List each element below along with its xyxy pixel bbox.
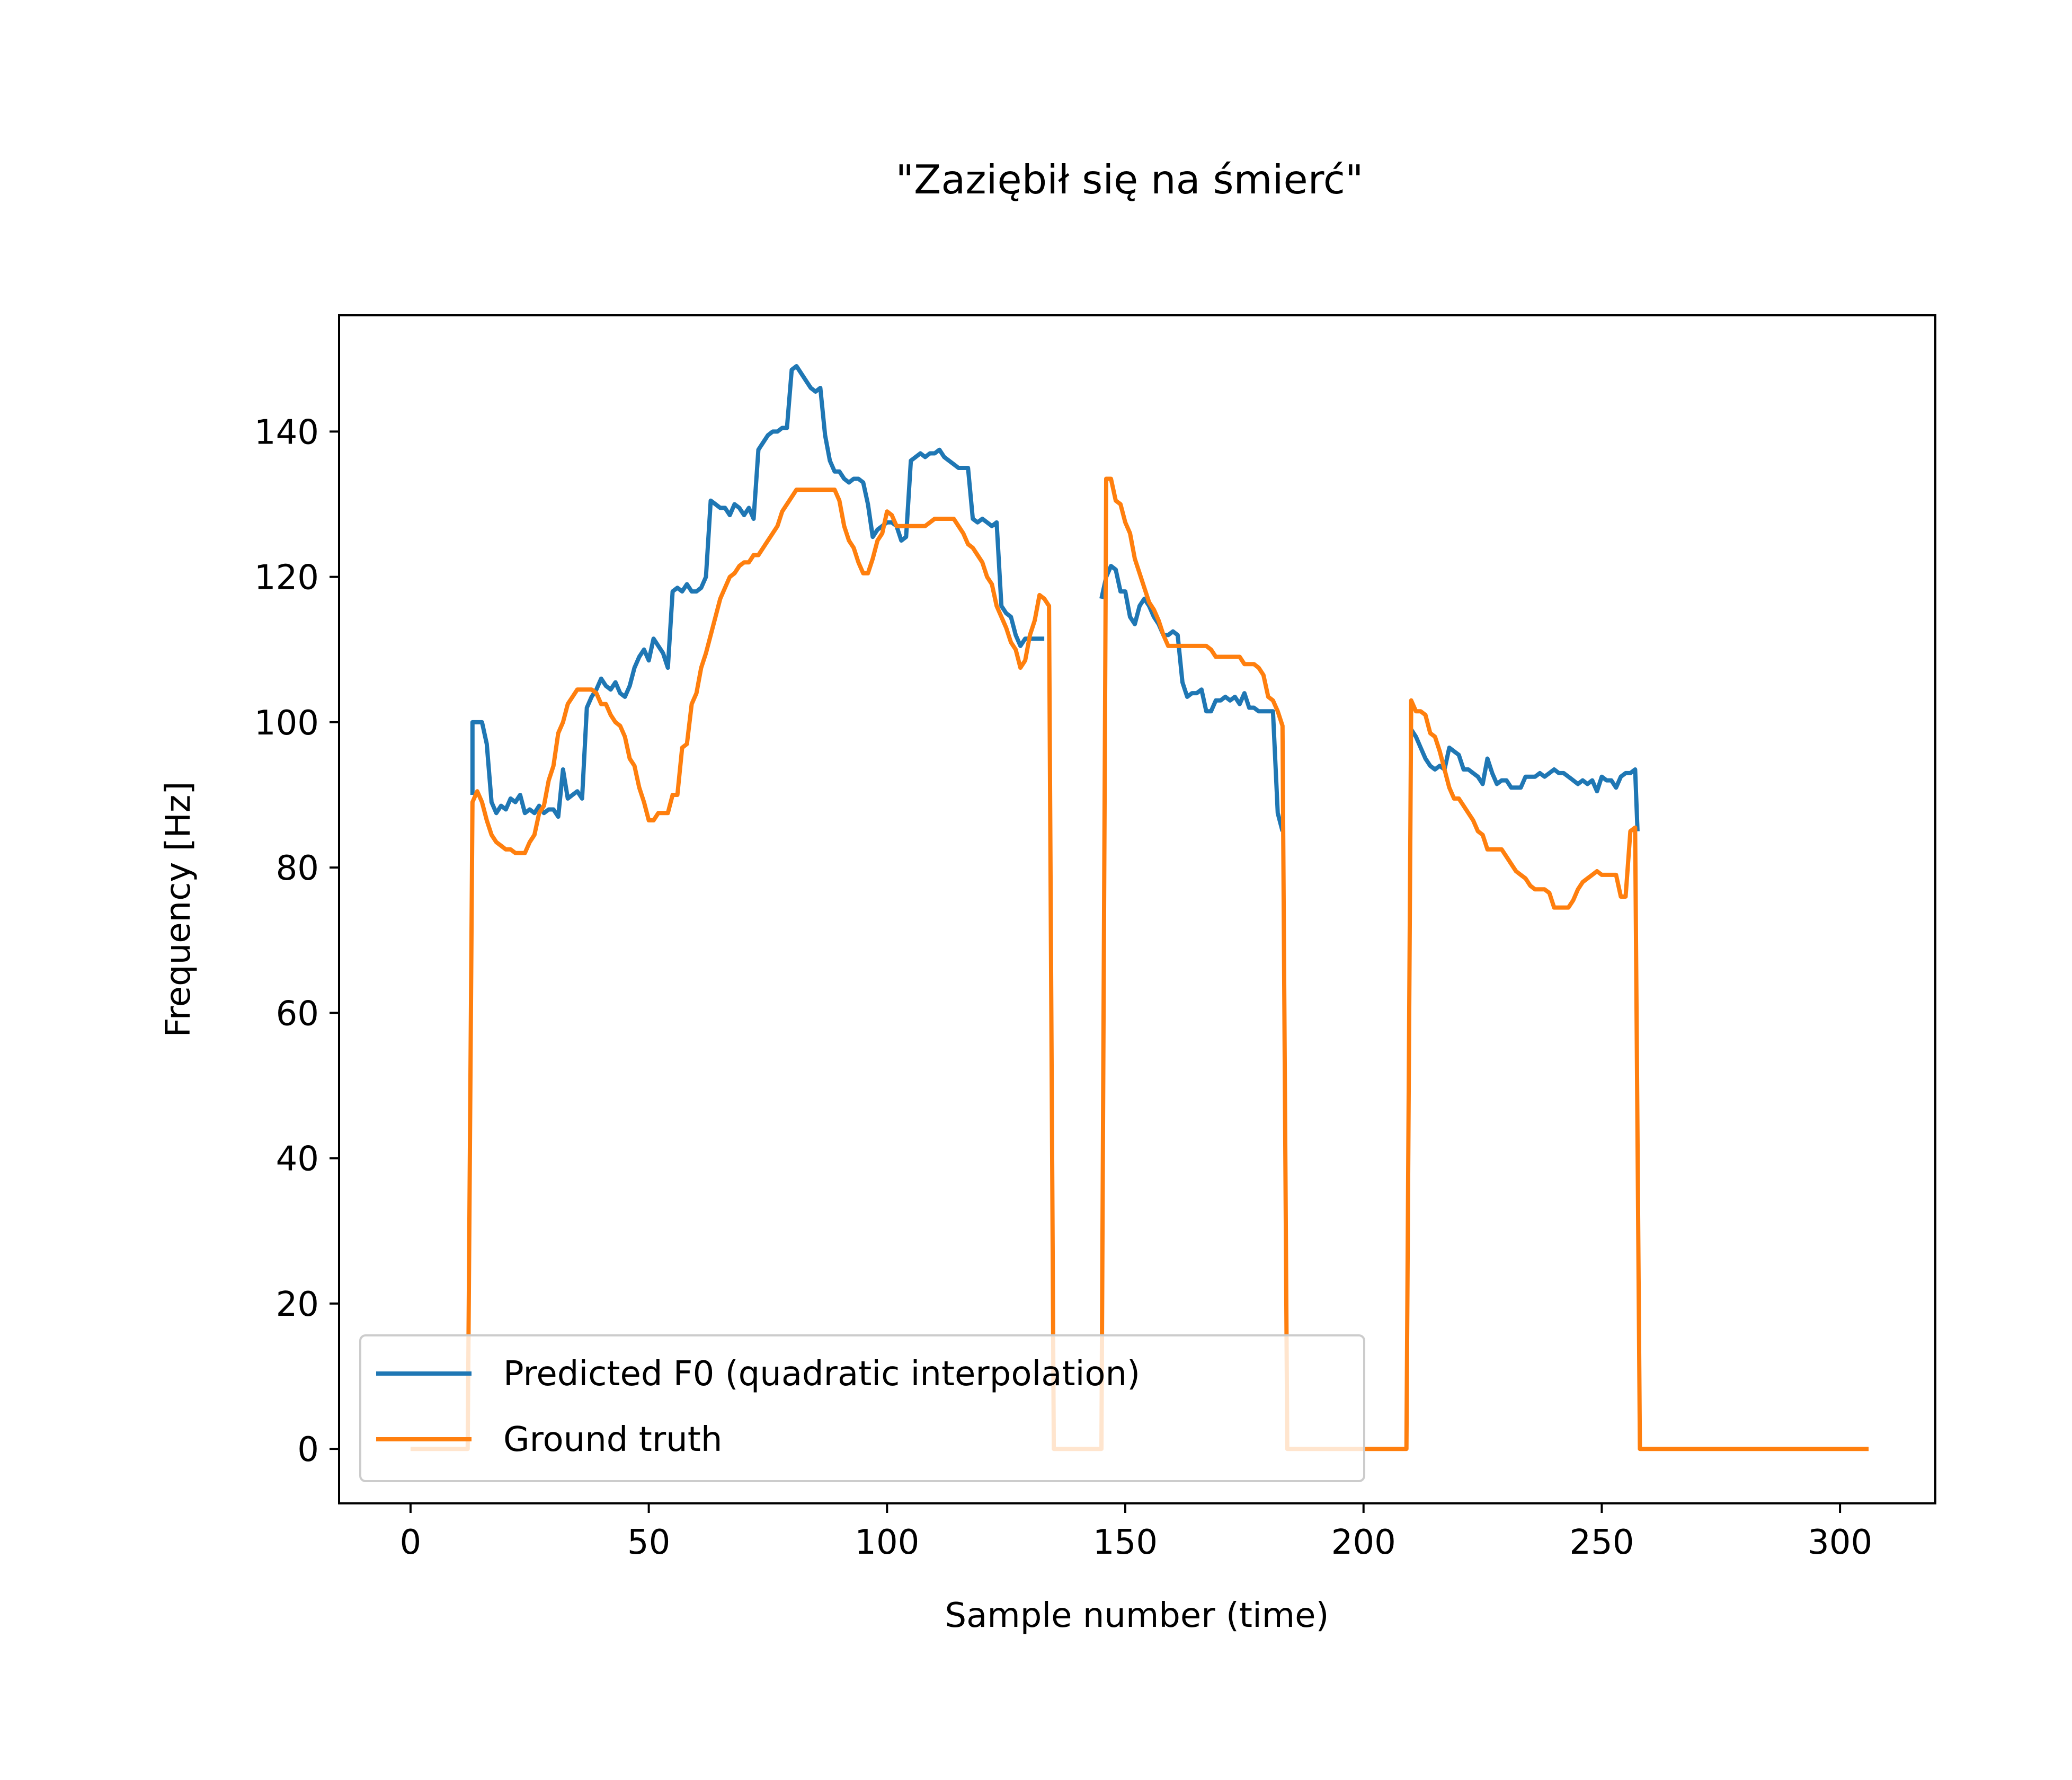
x-tick-label-6: 300 — [1808, 1523, 1872, 1562]
y-tick-label-3: 60 — [276, 994, 319, 1033]
y-tick-label-6: 120 — [254, 559, 319, 598]
series-line-0-segment-0 — [470, 364, 1045, 819]
x-tick-label-0: 0 — [400, 1523, 422, 1562]
legend-label-predicted: Predicted F0 (quadratic interpolation) — [503, 1354, 1140, 1394]
y-tick-label-7: 140 — [254, 413, 319, 452]
legend-box — [359, 1334, 1365, 1482]
series-line-0-segment-1 — [1099, 564, 1285, 832]
series-layer — [410, 364, 1869, 1451]
x-tick-label-1: 50 — [627, 1523, 670, 1562]
x-tick-label-2: 100 — [855, 1523, 919, 1562]
y-tick-label-5: 100 — [254, 704, 319, 743]
y-axis-label: Frequency [Hz] — [159, 782, 198, 1038]
chart-title: "Zaziębił się na śmierć" — [895, 156, 1363, 203]
x-axis-ticks: 0 50 100 150 200 250 300 — [400, 1503, 1872, 1562]
y-tick-label-2: 40 — [276, 1140, 319, 1179]
legend-label-ground-truth: Ground truth — [503, 1420, 722, 1459]
x-tick-label-4: 200 — [1331, 1523, 1396, 1562]
x-axis-label: Sample number (time) — [945, 1596, 1329, 1635]
y-tick-label-0: 0 — [297, 1430, 319, 1469]
legend: Predicted F0 (quadratic interpolation) G… — [359, 1334, 1365, 1482]
x-tick-label-3: 150 — [1093, 1523, 1158, 1562]
series-line-1-segment-0 — [410, 476, 1869, 1451]
x-tick-label-5: 250 — [1569, 1523, 1634, 1562]
y-tick-label-4: 80 — [276, 849, 319, 888]
plot-area: 0 50 100 150 200 250 300 0 20 40 60 80 100 120 140 — [254, 314, 1936, 1562]
axes-frame — [338, 314, 1936, 1504]
y-axis-ticks: 0 20 40 60 80 100 120 140 — [254, 413, 339, 1469]
y-tick-label-1: 20 — [276, 1285, 319, 1324]
series-line-0-segment-2 — [1409, 728, 1640, 831]
